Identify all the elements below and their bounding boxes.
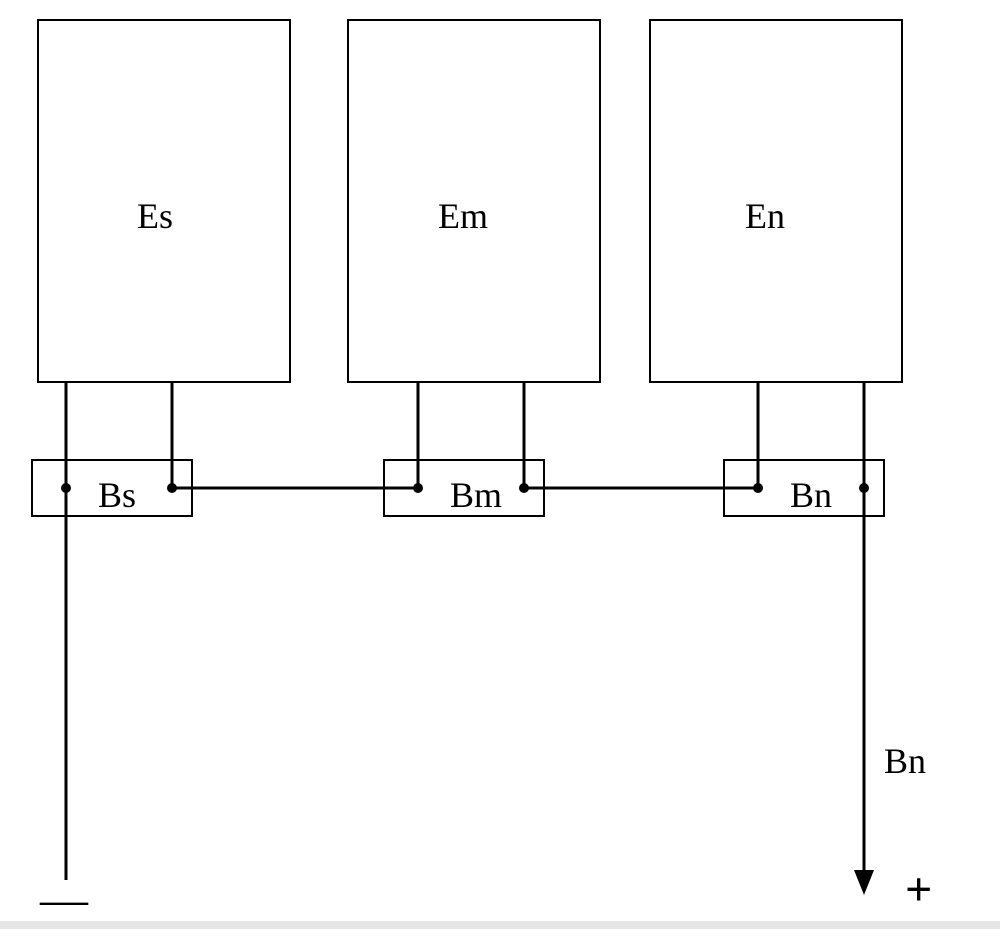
terminal-plus: + (905, 862, 932, 917)
node-2 (413, 483, 423, 493)
extra-label-0: Bn (884, 740, 926, 782)
node-5 (859, 483, 869, 493)
block-label-En: En (745, 195, 785, 237)
node-0 (61, 483, 71, 493)
block-label-Em: Em (438, 195, 488, 237)
junction-label-Bn: Bn (790, 474, 832, 516)
node-4 (753, 483, 763, 493)
block-label-Es: Es (137, 195, 173, 237)
arrow-head (854, 870, 874, 895)
terminal-minus: — (40, 872, 88, 927)
junction-label-Bs: Bs (98, 474, 136, 516)
node-3 (519, 483, 529, 493)
junction-label-Bm: Bm (450, 474, 502, 516)
node-1 (167, 483, 177, 493)
diagram-canvas (0, 0, 1000, 945)
